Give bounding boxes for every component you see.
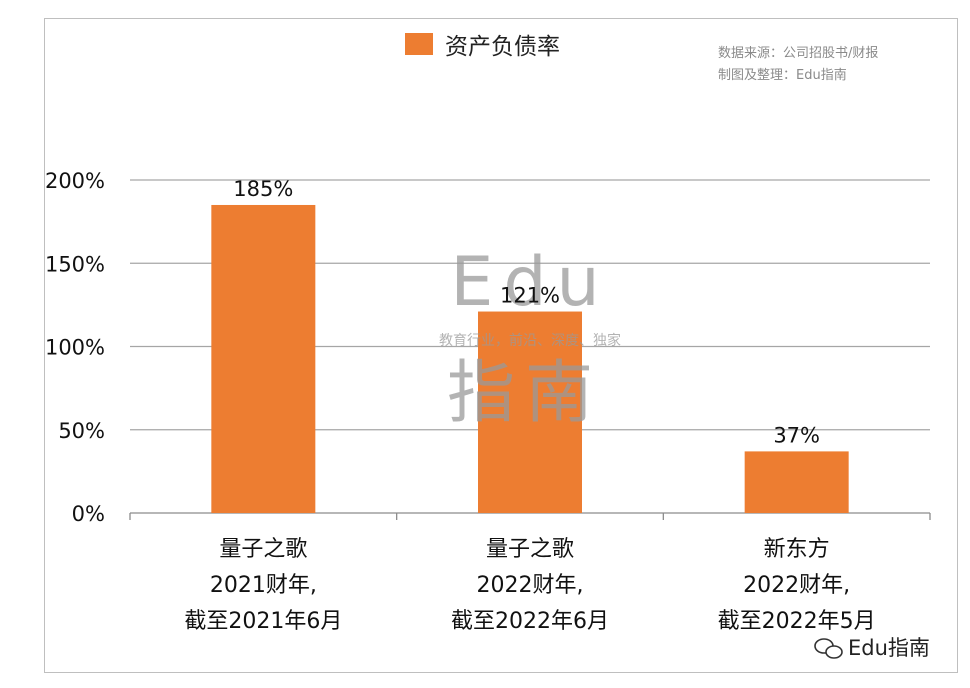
category-label: 量子之歌 2021财年, 截至2021年6月	[184, 537, 342, 634]
account-name: Edu指南	[848, 636, 930, 660]
y-tick-label: 150%	[45, 252, 105, 276]
category-label-line: 新东方	[764, 537, 830, 562]
y-axis-ticks: 0% 50% 100% 150% 200%	[45, 169, 105, 526]
watermark-brand: Edu	[450, 243, 609, 322]
bar	[211, 204, 316, 513]
source-line-2: 制图及整理：Edu指南	[718, 67, 847, 83]
category-label-line: 2022财年,	[477, 573, 584, 598]
category-label-line: 2021财年,	[210, 573, 317, 598]
data-label: 185%	[233, 177, 293, 201]
bars	[211, 204, 849, 513]
y-tick-label: 0%	[72, 502, 105, 526]
wechat-icon	[814, 638, 843, 659]
category-label-line: 截至2021年6月	[184, 609, 342, 634]
data-label: 121%	[500, 284, 560, 308]
y-tick-label: 100%	[45, 336, 105, 360]
bar	[478, 311, 582, 513]
category-label: 新东方 2022财年, 截至2022年5月	[718, 537, 876, 634]
legend-label: 资产负债率	[445, 34, 560, 60]
watermark: Edu 教育行业，前沿、深度、独家 指南	[439, 243, 621, 433]
data-labels: 185% 121% 37%	[233, 177, 820, 447]
category-label-line: 截至2022年5月	[718, 609, 876, 634]
data-label: 37%	[773, 423, 820, 447]
legend-swatch	[405, 33, 433, 55]
bar	[744, 451, 849, 513]
source-line-1: 数据来源：公司招股书/财报	[718, 46, 878, 61]
category-label-line: 量子之歌	[486, 537, 574, 562]
category-label-line: 量子之歌	[219, 537, 307, 562]
y-tick-label: 200%	[45, 169, 105, 193]
y-tick-label: 50%	[58, 419, 105, 443]
account-logo: Edu指南	[814, 636, 930, 660]
watermark-slogan: 教育行业，前沿、深度、独家	[439, 332, 621, 349]
category-label-line: 截至2022年6月	[451, 609, 609, 634]
legend: 资产负债率	[405, 33, 560, 60]
watermark-name: 指南	[447, 354, 603, 433]
category-label: 量子之歌 2022财年, 截至2022年6月	[451, 537, 609, 634]
category-label-line: 2022财年,	[743, 573, 850, 598]
